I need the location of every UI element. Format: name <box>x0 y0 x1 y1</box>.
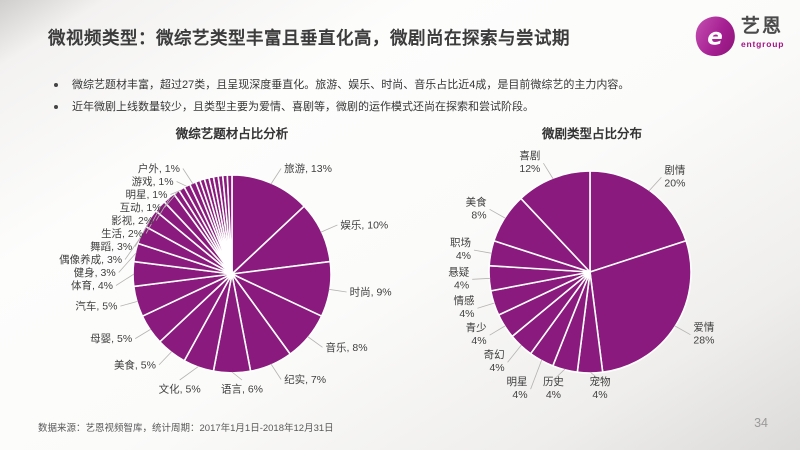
pie-label: 爱情 28% <box>693 321 714 347</box>
pie-label: 影视, 2% <box>111 214 153 227</box>
pie-label: 职场 4% <box>450 236 471 262</box>
label-leader-line <box>118 252 137 273</box>
page-title: 微视频类型：微综艺类型丰富且垂直化高，微剧尚在探索与尝试期 <box>48 28 570 48</box>
logo-name: 艺恩 <box>741 16 784 37</box>
data-source-note: 数据来源：艺恩视频智库，统计周期：2017年1月1日-2018年12月31日 <box>38 423 334 434</box>
pie-label: 户外, 1% <box>138 162 180 175</box>
label-leader-line <box>158 351 173 366</box>
label-leader-line <box>134 328 152 339</box>
pie-label: 汽车, 5% <box>75 300 117 313</box>
pie-label: 时尚, 9% <box>350 285 392 298</box>
pie-slice <box>226 174 233 275</box>
pie-label: 喜剧 12% <box>519 149 540 175</box>
pie-label: 历史 4% <box>543 376 564 401</box>
pie-label: 文化, 5% <box>159 383 201 396</box>
pie-label: 旅游, 13% <box>284 162 332 175</box>
micro-drama-pie-chart: 剧情 20% 爱情 28% 宠物 4% 历史 4% 明星 4%奇幻 4%青少 4%情感 4% 悬疑 4% 职场… <box>448 149 715 401</box>
label-leader-line <box>170 189 183 195</box>
label-leader-line <box>648 177 662 192</box>
label-leader-line <box>589 371 601 381</box>
pie-label: 美食 8% <box>466 195 487 221</box>
label-leader-line <box>231 371 243 381</box>
label-leader-line <box>179 365 200 381</box>
pie-label: 明星 4% <box>507 376 528 401</box>
page-number: 34 <box>754 416 768 430</box>
pie-label: 健身, 3% <box>74 266 116 279</box>
label-leader-line <box>674 325 691 336</box>
label-leader-line <box>530 359 543 390</box>
pie-label: 生活, 2% <box>101 227 143 240</box>
label-leader-line <box>307 336 323 348</box>
bullet-text: 近年微剧上线数量较少，且类型主要为爱情、喜剧等，微剧的运作模式还尚在探索和尝试阶… <box>72 101 534 113</box>
label-leader-line <box>270 168 282 185</box>
entgroup-e-icon: e <box>695 16 735 57</box>
pie-label: 音乐, 8% <box>326 341 368 354</box>
label-leader-line <box>120 300 139 307</box>
pie-label: 纪实, 7% <box>284 373 326 386</box>
pie-label: 母婴, 5% <box>90 333 132 345</box>
bullet-dot <box>54 105 58 109</box>
chart-title-micro-variety: 微综艺题材占比分析 <box>175 127 289 141</box>
pie-label: 情感 4% <box>454 294 475 320</box>
label-leader-line <box>553 368 566 381</box>
pie-label: 青少 4% <box>466 321 487 347</box>
entgroup-logo: e 艺恩 entgroup <box>694 16 784 58</box>
label-leader-line <box>134 218 152 247</box>
label-leader-line <box>507 344 522 363</box>
label-leader-line <box>543 162 554 180</box>
label-leader-line <box>155 198 170 221</box>
bullet-item: 微综艺题材丰富，超过27类，且呈现深度垂直化。旅游、娱乐、时尚、音乐占比近4成，… <box>48 74 768 96</box>
bullet-dot <box>54 83 58 87</box>
pie-label: 娱乐, 10% <box>340 219 388 232</box>
label-leader-line <box>145 206 161 234</box>
pie-label: 奇幻 4% <box>484 348 505 374</box>
label-leader-line <box>489 208 506 219</box>
label-leader-line <box>176 181 188 188</box>
pie-label: 体育, 4% <box>71 279 113 292</box>
pie-label: 偶像养成, 3% <box>59 253 122 266</box>
label-leader-line <box>328 288 347 293</box>
label-leader-line <box>182 168 194 185</box>
label-leader-line <box>115 273 135 286</box>
micro-variety-pie-chart: 旅游, 13% 娱乐, 10% 时尚, 9% 音乐, 8% 纪实, 7% 语言, 6% 文化… <box>59 162 392 396</box>
pie-label: 互动, 1% <box>120 202 162 214</box>
pie-label: 游戏, 1% <box>132 175 174 188</box>
label-leader-line <box>320 224 338 233</box>
pie-label: 宠物 4% <box>590 375 611 401</box>
label-leader-line <box>489 325 506 336</box>
pie-label: 明星, 1% <box>125 189 167 201</box>
label-leader-line <box>477 302 496 309</box>
label-leader-line <box>473 249 492 254</box>
label-leader-line <box>164 192 178 208</box>
label-leader-line <box>270 363 282 380</box>
label-leader-line <box>472 277 491 280</box>
logo-subtitle: entgroup <box>741 39 785 49</box>
bullet-item: 近年微剧上线数量较少，且类型主要为爱情、喜剧等，微剧的运作模式还尚在探索和尝试阶… <box>48 96 768 118</box>
svg-text:e: e <box>707 25 723 51</box>
pie-label: 舞蹈, 3% <box>90 241 132 253</box>
pie-label: 悬疑 4% <box>448 266 469 291</box>
pie-label: 语言, 6% <box>221 383 263 396</box>
pie-label: 美食, 5% <box>114 358 156 371</box>
pie-label: 剧情 20% <box>664 163 685 189</box>
bullet-list: 微综艺题材丰富，超过27类，且呈现深度垂直化。旅游、娱乐、时尚、音乐占比近4成，… <box>48 74 768 118</box>
chart-title-micro-drama: 微剧类型占比分布 <box>541 127 642 141</box>
bullet-text: 微综艺题材丰富，超过27类，且呈现深度垂直化。旅游、娱乐、时尚、音乐占比近4成，… <box>72 79 630 91</box>
